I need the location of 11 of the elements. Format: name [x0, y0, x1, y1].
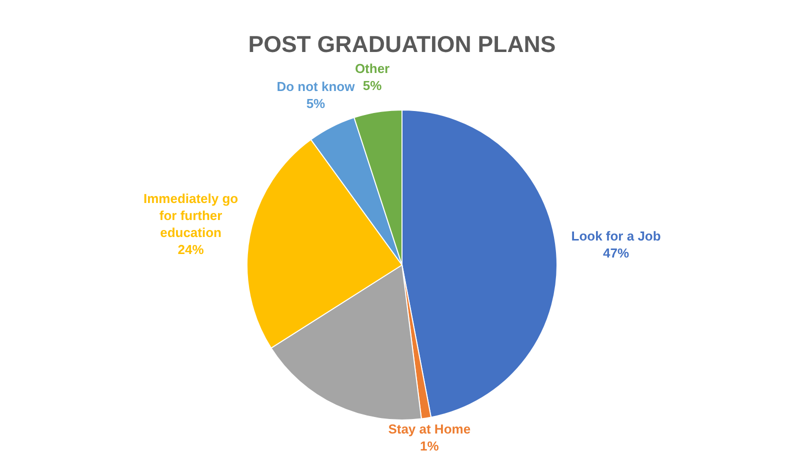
- data-label: 24%: [178, 242, 204, 258]
- chart-title: POST GRADUATION PLANS: [248, 31, 556, 57]
- slice-label: Do not know: [276, 79, 356, 94]
- data-label: 47%: [603, 245, 630, 260]
- slice-label: Other: [354, 60, 390, 76]
- slice-label: Look for a Job: [571, 228, 661, 244]
- data-label: 5%: [362, 78, 382, 93]
- data-label: 1%: [420, 438, 440, 454]
- slice-label: Stay at Home: [388, 421, 471, 436]
- slice-label: Immediately go for further education: [143, 191, 238, 240]
- data-label: 5%: [306, 96, 326, 112]
